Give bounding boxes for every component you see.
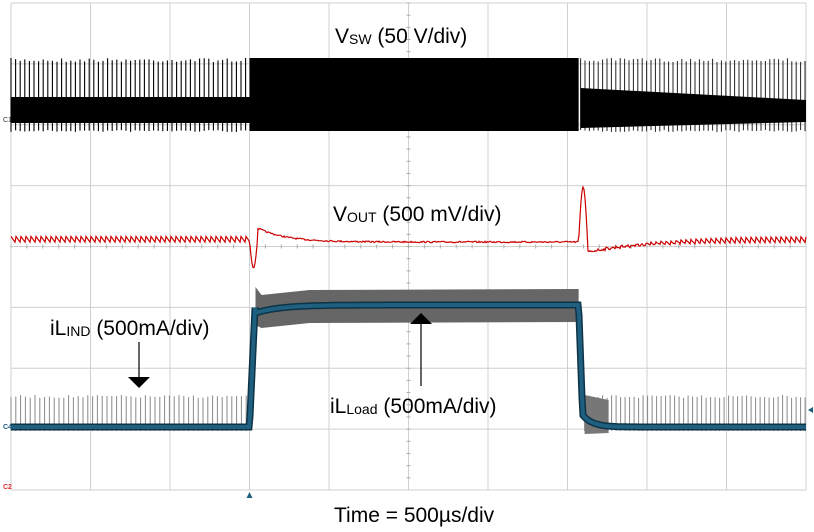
il-load-arrow-head [410, 313, 432, 324]
trigger-level-marker [808, 407, 813, 413]
vout-trace [10, 185, 807, 269]
il-ind-arrow-head [128, 377, 150, 388]
vout-label: VOUT (500 mV/div) [333, 203, 502, 226]
vsw-trace-sparse-before [10, 58, 247, 132]
il-load-trace [11, 303, 806, 429]
traces [10, 58, 807, 434]
vsw-trace-baseband-after [580, 88, 806, 128]
il-ind-label: iLIND (500mA/div) [50, 317, 210, 340]
il-load-label: iLLoad (500mA/div) [330, 395, 497, 418]
annotations [128, 313, 813, 498]
vsw-trace-dense [249, 58, 579, 131]
vsw-label: VSW (50 V/div) [335, 25, 468, 48]
trigger-position-marker [246, 492, 253, 498]
vsw-trace-baseband-before [11, 97, 250, 123]
channel-marker-c1: C1 [3, 117, 12, 124]
time-scale-label: Time = 500µs/div [334, 504, 495, 527]
channel-marker-c2: C2 [3, 484, 12, 491]
channel-marker-c4: C4 [3, 424, 12, 431]
